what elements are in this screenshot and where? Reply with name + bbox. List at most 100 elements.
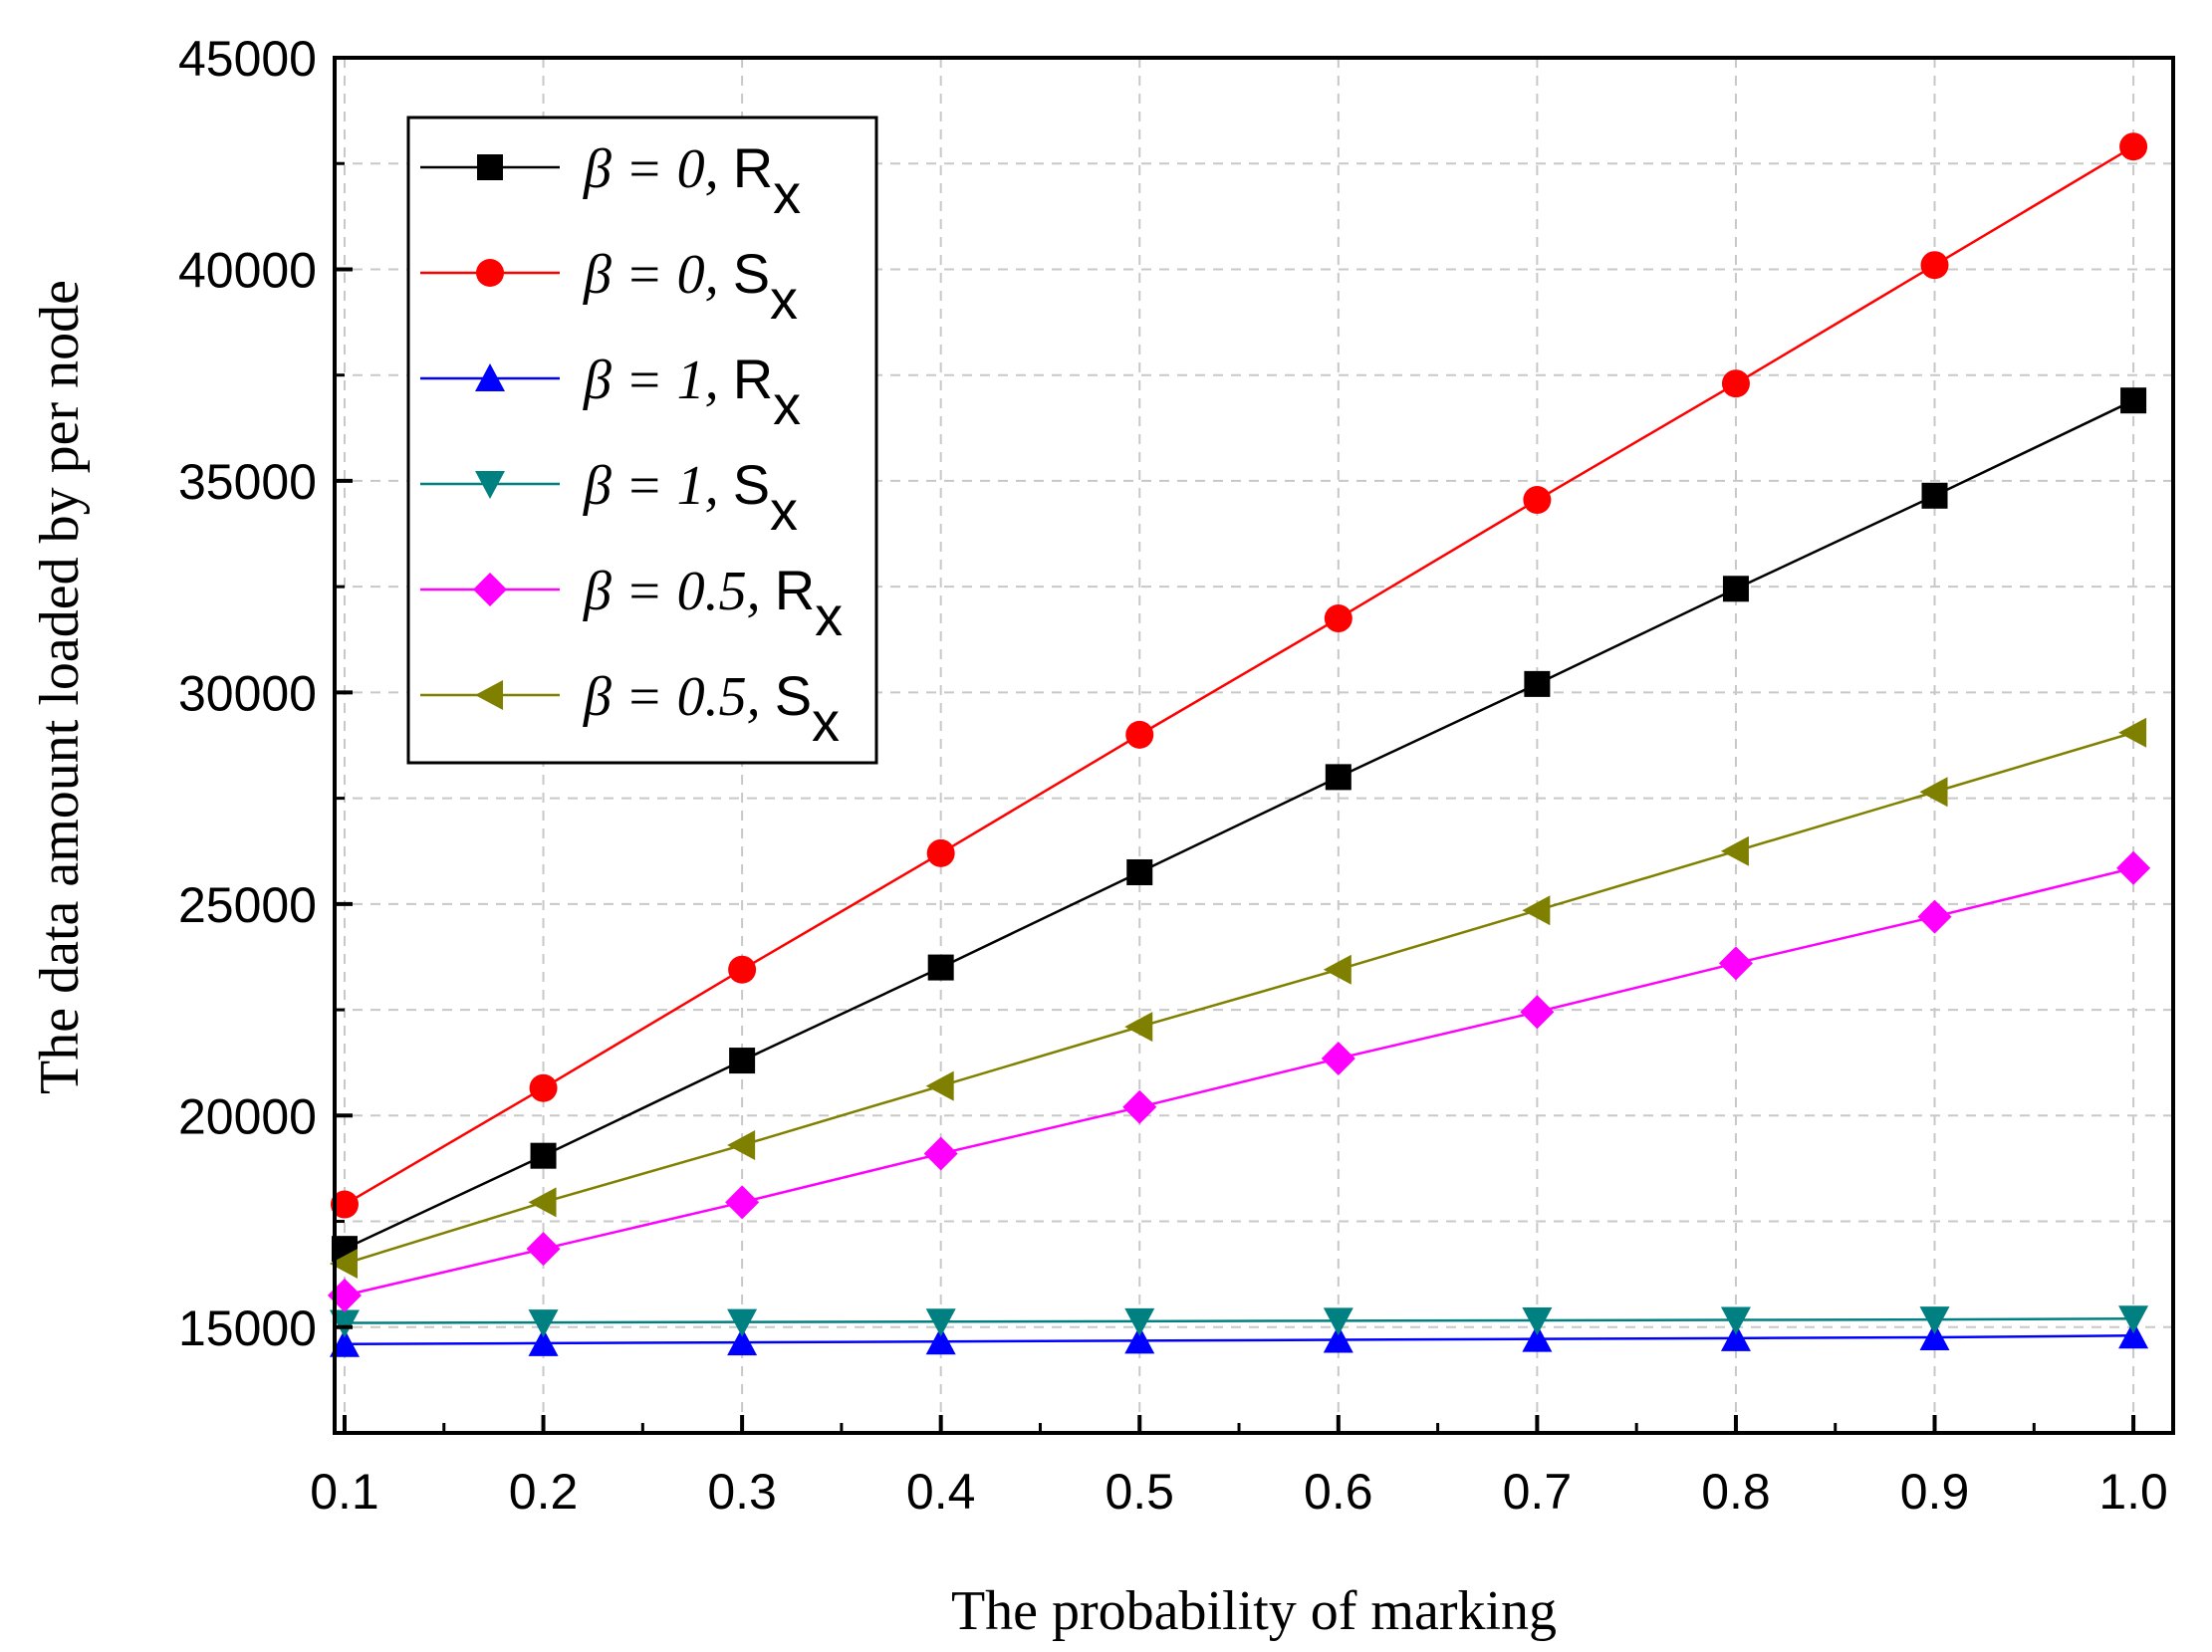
y-axis-title: The data amount loaded by per node xyxy=(29,280,91,1094)
data-point-diamond xyxy=(923,1136,958,1171)
data-point-diamond xyxy=(725,1185,760,1220)
data-point-square xyxy=(1921,482,1948,509)
data-point-square xyxy=(2120,387,2147,414)
legend-marker xyxy=(475,680,503,710)
legend-entry-label: β = 1, Sx xyxy=(583,453,798,542)
legend-marker xyxy=(473,573,507,606)
y-tick-label: 40000 xyxy=(178,242,317,298)
data-point-diamond xyxy=(526,1232,561,1267)
data-point-triangle-left xyxy=(1124,1012,1153,1043)
x-tick-label: 0.6 xyxy=(1304,1464,1373,1520)
data-point-triangle-up xyxy=(329,1328,360,1357)
data-point-triangle-up xyxy=(727,1327,758,1356)
data-point-circle xyxy=(1324,604,1352,633)
data-point-circle xyxy=(1523,486,1552,515)
data-point-triangle-left xyxy=(1323,954,1352,985)
y-tick-label: 45000 xyxy=(178,31,317,87)
y-tick-label: 15000 xyxy=(178,1300,317,1356)
y-tick-label: 25000 xyxy=(178,877,317,933)
x-tick-label: 0.8 xyxy=(1701,1464,1771,1520)
legend-marker xyxy=(475,471,505,499)
x-tick-label: 0.5 xyxy=(1105,1464,1174,1520)
data-point-diamond xyxy=(1122,1089,1157,1124)
series-line xyxy=(344,731,2134,1266)
data-point-triangle-down xyxy=(1522,1306,1553,1335)
data-point-circle xyxy=(1920,251,1949,280)
data-point-triangle-left xyxy=(727,1130,756,1161)
data-point-triangle-left xyxy=(925,1070,954,1101)
series-line xyxy=(344,399,2134,1251)
data-point-triangle-down xyxy=(1720,1306,1751,1335)
data-point-diamond xyxy=(1718,946,1753,981)
series-line xyxy=(344,145,2134,1206)
x-axis-title: The probability of marking xyxy=(951,1580,1557,1642)
data-point-triangle-left xyxy=(528,1187,557,1218)
data-point-triangle-up xyxy=(528,1327,559,1356)
data-point-triangle-up xyxy=(2118,1320,2149,1349)
plot-area-frame xyxy=(333,56,2175,1435)
data-point-square xyxy=(729,1048,756,1074)
x-tick-label: 0.1 xyxy=(310,1464,379,1520)
y-tick-label: 20000 xyxy=(178,1088,317,1144)
y-tick-label: 35000 xyxy=(178,454,317,510)
data-point-triangle-left xyxy=(329,1249,358,1280)
data-point-triangle-down xyxy=(1323,1307,1353,1336)
series-line xyxy=(344,1317,2134,1324)
data-point-circle xyxy=(926,838,955,867)
data-point-triangle-up xyxy=(1323,1324,1353,1353)
data-point-circle xyxy=(1721,369,1750,398)
data-point-triangle-up xyxy=(925,1326,956,1355)
data-point-square xyxy=(530,1142,557,1169)
legend-box xyxy=(406,116,878,765)
legend-entry-label: β = 0, Rx xyxy=(583,136,801,225)
data-point-diamond xyxy=(2116,850,2151,885)
data-point-triangle-down xyxy=(329,1309,360,1338)
data-point-diamond xyxy=(1520,995,1555,1030)
data-point-triangle-left xyxy=(2118,717,2147,748)
data-point-circle xyxy=(330,1190,359,1219)
data-point-triangle-down xyxy=(1124,1307,1155,1336)
data-point-triangle-left xyxy=(1919,777,1948,808)
legend-entry-label: β = 0, Sx xyxy=(583,242,798,331)
legend: β = 0, Rx β = 0, Sx β = 1, Rx β = 1, Sx β = … xyxy=(406,116,878,765)
data-point-triangle-down xyxy=(727,1308,758,1337)
x-tick-label: 1.0 xyxy=(2098,1464,2168,1520)
x-tick-label: 0.9 xyxy=(1900,1464,1970,1520)
x-tick-label: 0.2 xyxy=(509,1464,579,1520)
y-tick-label: 30000 xyxy=(178,665,317,721)
x-tick-label: 0.7 xyxy=(1503,1464,1573,1520)
legend-marker xyxy=(476,259,504,287)
data-point-triangle-down xyxy=(1919,1306,1950,1335)
data-point-circle xyxy=(728,955,757,984)
axes: 0.1 0.2 0.3 0.4 0.5 0.6 0.7 0.8 0.9 1.0 15000 20000… xyxy=(178,31,2168,1520)
legend-entry-label: β = 0.5, Rx xyxy=(583,559,843,647)
data-point-triangle-up xyxy=(1124,1325,1155,1354)
data-point-triangle-down xyxy=(925,1308,956,1337)
legend-entry-label: β = 0.5, Sx xyxy=(583,664,840,753)
legend-marker xyxy=(475,363,505,391)
series-line xyxy=(344,866,2134,1298)
data-point-circle xyxy=(529,1073,558,1102)
data-point-square xyxy=(927,954,954,981)
data-point-triangle-down xyxy=(2118,1305,2149,1334)
x-tick-label: 0.4 xyxy=(906,1464,976,1520)
data-point-triangle-up xyxy=(1522,1323,1553,1352)
data-point-triangle-up xyxy=(1720,1322,1751,1351)
data-point-square xyxy=(1524,670,1551,697)
data-point-square xyxy=(1126,858,1153,885)
data-point-triangle-down xyxy=(528,1309,559,1338)
legend-marker xyxy=(477,154,503,180)
data-point-circle xyxy=(2119,132,2148,161)
data-point-diamond xyxy=(1321,1041,1355,1075)
data-point-square xyxy=(1722,576,1749,602)
data-point-triangle-up xyxy=(1919,1321,1950,1350)
data-point-diamond xyxy=(1917,899,1952,934)
x-tick-label: 0.3 xyxy=(707,1464,777,1520)
legend-entry-label: β = 1, Rx xyxy=(583,348,801,436)
data-point-circle xyxy=(1125,720,1154,749)
data-point-triangle-left xyxy=(1720,835,1749,866)
data-point-triangle-left xyxy=(1522,895,1551,926)
data-point-square xyxy=(1325,764,1352,791)
series-line xyxy=(344,1334,2134,1346)
